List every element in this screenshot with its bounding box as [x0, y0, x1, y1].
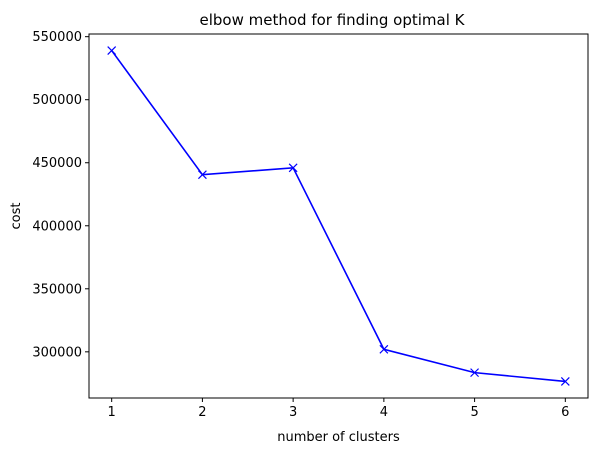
y-axis-title: cost	[9, 203, 24, 230]
data-point-marker	[379, 344, 389, 354]
x-axis: 1 2 3 4 5 6	[108, 398, 569, 420]
x-tick-label: 5	[470, 405, 478, 420]
data-point-marker	[560, 377, 570, 386]
plot-area	[88, 33, 589, 399]
y-tick-label: 300000	[32, 345, 82, 360]
x-tick-label: 3	[289, 405, 297, 420]
plot-frame	[88, 33, 589, 399]
x-tick-label: 6	[561, 405, 569, 420]
y-axis: 300000 350000 400000 450000 500000 550000	[32, 30, 89, 360]
y-tick-label: 350000	[32, 282, 82, 297]
data-point-marker	[288, 163, 298, 173]
y-tick-label: 550000	[32, 30, 82, 45]
x-tick-label: 1	[108, 405, 116, 420]
x-tick-label: 2	[198, 405, 206, 420]
series-line	[111, 50, 566, 383]
data-point-marker	[107, 46, 117, 55]
x-tick-label: 4	[380, 405, 388, 420]
x-axis-title: number of clusters	[277, 430, 400, 445]
series-layer	[107, 46, 570, 386]
chart-title: elbow method for finding optimal K	[200, 11, 466, 29]
y-tick-label: 450000	[32, 156, 82, 171]
y-tick-label: 400000	[32, 219, 82, 234]
data-point-marker	[470, 368, 480, 378]
y-tick-label: 500000	[32, 93, 82, 108]
data-point-marker	[197, 170, 207, 180]
